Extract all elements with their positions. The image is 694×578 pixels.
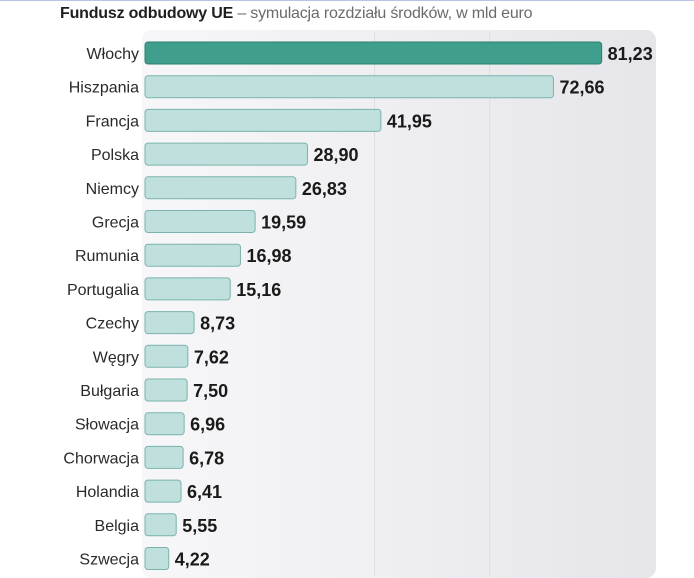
- bar: [144, 311, 195, 335]
- category-label: Rumunia: [75, 248, 139, 265]
- bar: [144, 243, 241, 267]
- bar: [144, 547, 170, 570]
- bar: [144, 41, 603, 65]
- value-label: 81,23: [608, 44, 653, 64]
- value-label: 16,98: [246, 246, 291, 266]
- value-label: 6,41: [187, 482, 222, 502]
- category-label: Polska: [91, 147, 139, 164]
- bar: [144, 344, 189, 368]
- value-label: 26,83: [302, 179, 347, 199]
- value-label: 7,50: [193, 381, 228, 401]
- bar: [144, 513, 177, 537]
- chart-title: Fundusz odbudowy UE – symulacja rozdział…: [60, 5, 533, 23]
- category-label: Belgia: [95, 518, 140, 535]
- category-label: Słowacja: [75, 417, 139, 434]
- category-label: Czechy: [86, 316, 139, 333]
- category-label: Francja: [86, 113, 139, 130]
- bar: [144, 108, 382, 132]
- value-label: 5,55: [182, 516, 217, 536]
- category-label: Holandia: [76, 484, 139, 501]
- chart-panel: [142, 30, 656, 578]
- value-label: 7,62: [194, 347, 229, 367]
- bar: [144, 142, 308, 166]
- value-label: 28,90: [313, 145, 358, 165]
- value-label: 6,96: [190, 415, 225, 435]
- category-label: Szwecja: [79, 552, 139, 569]
- category-label: Węgry: [93, 349, 139, 366]
- value-label: 41,95: [387, 111, 432, 131]
- category-label: Bułgaria: [80, 383, 139, 400]
- category-label: Hiszpania: [69, 80, 139, 97]
- bar: [144, 412, 185, 436]
- bars-group: Włochy 81,23 Hiszpania 72,66 Francja 41,95 Pol…: [63, 41, 653, 570]
- value-label: 8,73: [200, 314, 235, 334]
- category-label: Portugalia: [67, 282, 139, 299]
- category-label: Włochy: [87, 46, 139, 63]
- value-label: 72,66: [559, 78, 604, 98]
- category-label: Grecja: [92, 215, 139, 232]
- value-label: 15,16: [236, 280, 281, 300]
- chart-title-bold: Fundusz odbudowy UE: [60, 5, 234, 22]
- value-label: 19,59: [261, 213, 306, 233]
- category-label: Niemcy: [86, 181, 139, 198]
- bar: [144, 445, 184, 469]
- bar: [144, 75, 554, 99]
- bar: [144, 210, 256, 233]
- value-label: 6,78: [189, 448, 224, 468]
- value-label: 4,22: [175, 550, 210, 570]
- chart-title-subtitle: – symulacja rozdziału środków, w mld eur…: [233, 5, 533, 22]
- bar: [144, 277, 231, 301]
- frame-top-border: [0, 0, 694, 1]
- bar: [144, 479, 182, 503]
- bar: [144, 378, 188, 402]
- category-label: Chorwacja: [63, 450, 139, 467]
- bar: [144, 176, 297, 200]
